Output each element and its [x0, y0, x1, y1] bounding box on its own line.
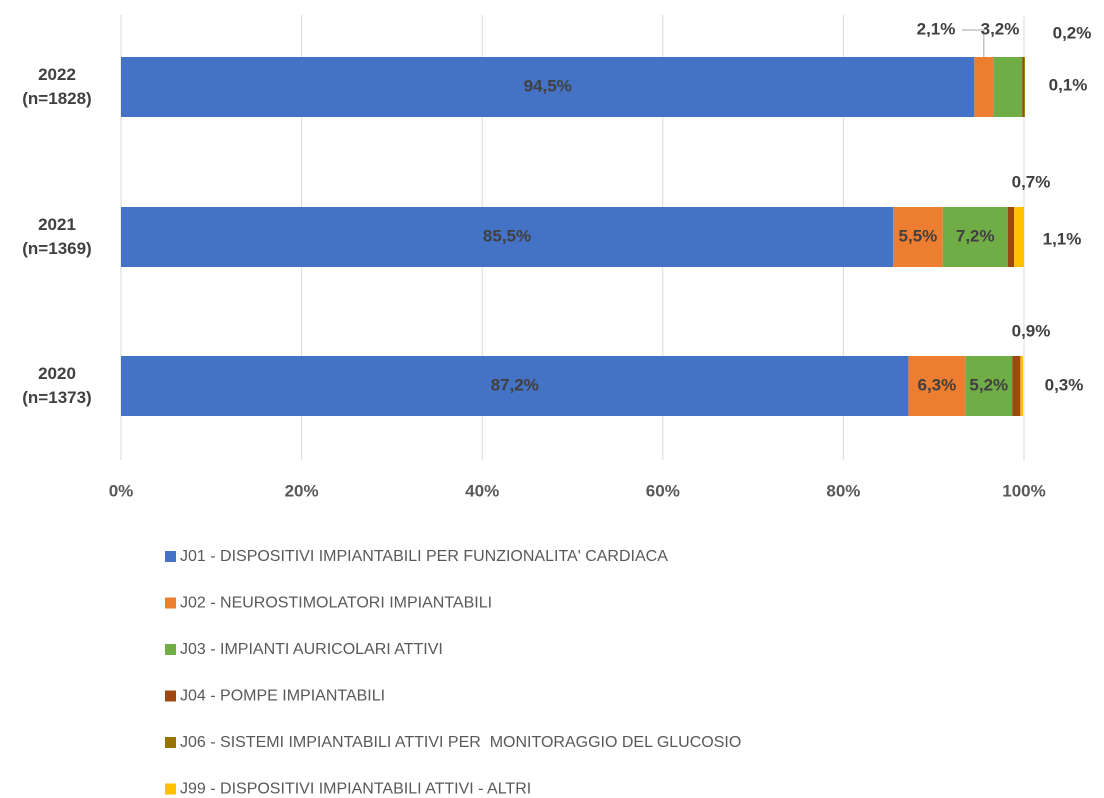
bar-segment	[121, 356, 909, 416]
data-label: 0,3%	[1045, 375, 1084, 394]
bar-segment	[1024, 57, 1025, 117]
data-label: 0,2%	[1053, 23, 1092, 42]
bar-segment	[1012, 356, 1021, 416]
leader-line	[962, 29, 985, 57]
legend-label: J06 - SISTEMI IMPIANTABILI ATTIVI PER MO…	[180, 734, 741, 751]
bar-segment	[121, 207, 894, 267]
bar-segment	[965, 356, 1013, 416]
data-label: 85,5%	[483, 226, 531, 245]
bar-segment	[908, 356, 966, 416]
data-label: 3,2%	[981, 19, 1020, 38]
legend-swatch	[165, 783, 176, 795]
legend-label: J01 - DISPOSITIVI IMPIANTABILI PER FUNZI…	[180, 548, 668, 565]
bar-segment	[1014, 207, 1024, 267]
bar-segment	[1007, 207, 1015, 267]
bar-segment	[942, 207, 1008, 267]
legend-swatch	[165, 690, 176, 702]
data-label: 5,5%	[899, 226, 938, 245]
x-tick-label: 40%	[465, 481, 499, 500]
x-tick-label: 20%	[285, 481, 319, 500]
y-tick-label: 2021 (n=1369)	[22, 215, 92, 258]
legend-label: J99 - DISPOSITIVI IMPIANTABILI ATTIVI - …	[180, 781, 531, 798]
data-label: 87,2%	[491, 375, 539, 394]
legend-swatch	[165, 597, 176, 609]
data-label: 0,7%	[1012, 172, 1051, 191]
y-tick-label: 2022 (n=1828)	[22, 65, 92, 108]
x-tick-label: 0%	[109, 481, 134, 500]
legend-swatch	[165, 737, 176, 748]
x-tick-label: 100%	[1002, 481, 1045, 500]
data-label: 0,9%	[1012, 321, 1051, 340]
bar-segment	[993, 57, 1023, 117]
legend-swatch	[165, 551, 176, 562]
data-label: 5,2%	[969, 375, 1008, 394]
legend-label: J04 - POMPE IMPIANTABILI	[180, 688, 385, 705]
x-tick-label: 60%	[646, 481, 680, 500]
data-label: 6,3%	[917, 375, 956, 394]
data-label: 7,2%	[956, 226, 995, 245]
data-label: 0,1%	[1049, 75, 1088, 94]
data-label: 1,1%	[1043, 229, 1082, 248]
y-tick-label: 2020 (n=1373)	[22, 364, 92, 407]
legend-label: J03 - IMPIANTI AURICOLARI ATTIVI	[180, 641, 443, 658]
bar-segment	[1020, 356, 1024, 416]
x-tick-label: 80%	[826, 481, 860, 500]
bar-segment	[974, 57, 994, 117]
data-label: 2,1%	[917, 19, 956, 38]
bar-segment	[893, 207, 943, 267]
data-label: 94,5%	[524, 76, 572, 95]
legend-label: J02 - NEUROSTIMOLATORI IMPIANTABILI	[180, 595, 492, 612]
bar-segment	[1022, 57, 1024, 117]
bar-segment	[121, 57, 975, 117]
legend-swatch	[165, 644, 176, 655]
